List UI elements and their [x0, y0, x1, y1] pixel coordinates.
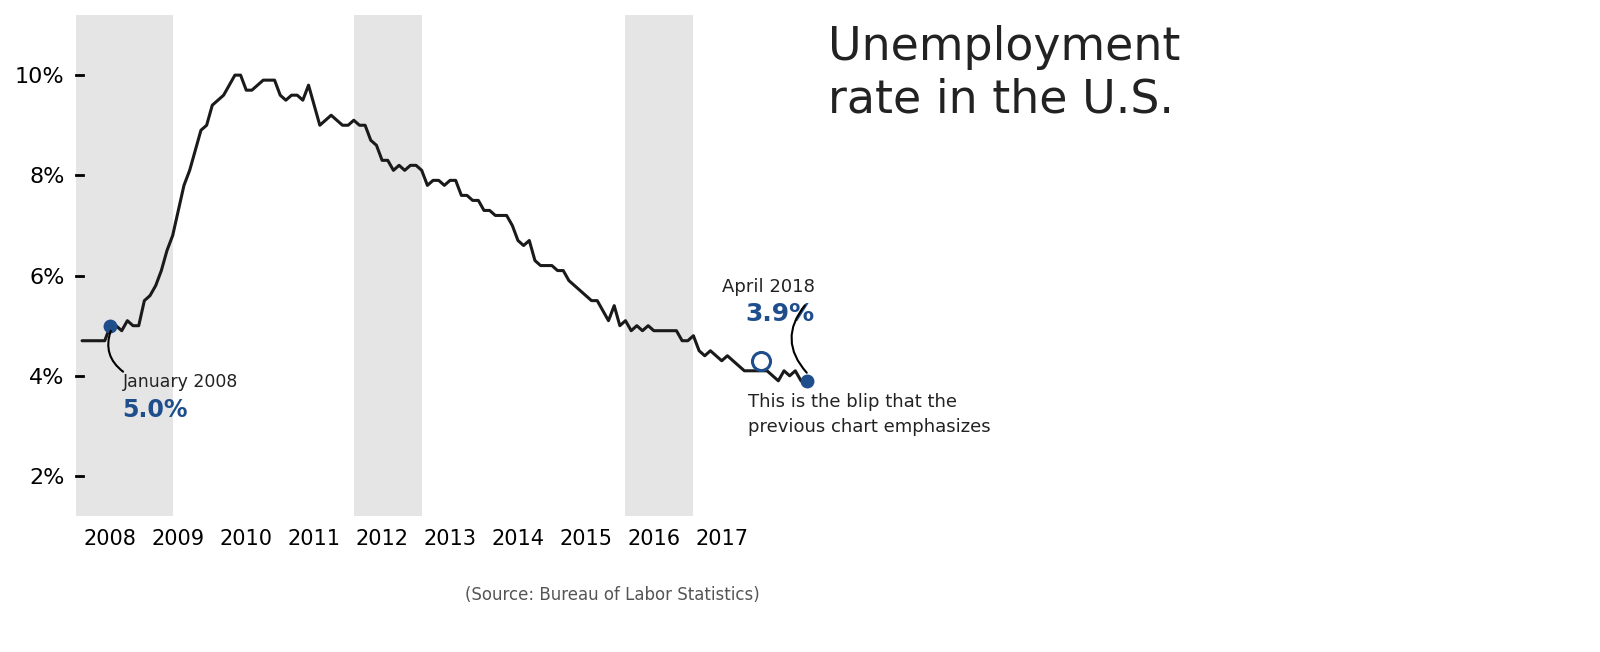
Bar — [626, 15, 693, 516]
Text: Unemployment
rate in the U.S.: Unemployment rate in the U.S. — [827, 25, 1181, 122]
Text: April 2018: April 2018 — [722, 278, 814, 296]
Bar — [77, 15, 173, 516]
Text: 3.9%: 3.9% — [746, 302, 814, 325]
Text: 5.0%: 5.0% — [123, 398, 189, 422]
Text: previous chart emphasizes: previous chart emphasizes — [747, 419, 990, 436]
Text: (Source: Bureau of Labor Statistics): (Source: Bureau of Labor Statistics) — [464, 586, 760, 604]
Text: This is the blip that the: This is the blip that the — [747, 393, 957, 411]
Bar — [354, 15, 422, 516]
Text: January 2008: January 2008 — [123, 374, 238, 391]
